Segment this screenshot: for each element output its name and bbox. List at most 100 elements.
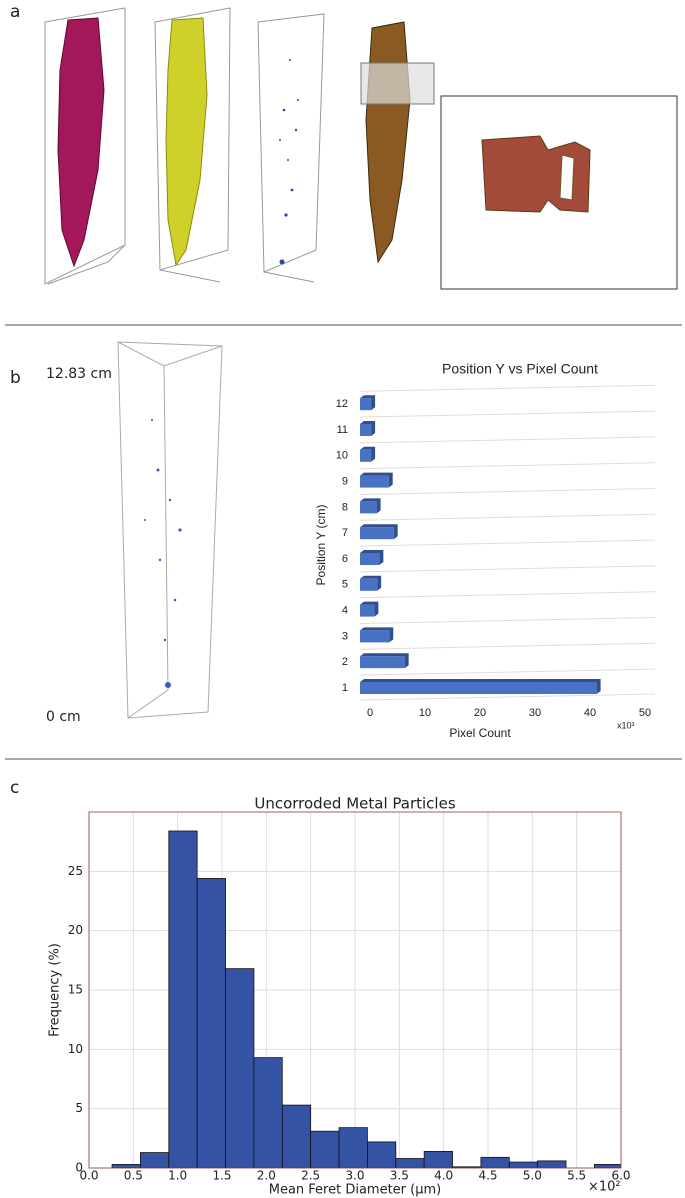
x-tick-label: 4.5 [478,1169,497,1183]
y-tick-label: 11 [337,424,348,436]
bar-depth [360,446,376,462]
panel-label: c [10,778,19,798]
x-tick-label: 10 [419,707,431,719]
bounding-box [257,13,325,283]
y-tick-label: 5 [342,579,348,591]
category-grid-line [359,668,656,676]
bar [360,398,372,411]
bar [360,604,375,617]
chart-title: Position Y vs Pixel Count [442,361,598,377]
x-axis-label: Pixel Count [449,726,511,740]
x-tick-label: 0.0 [79,1169,98,1183]
charts: Position Y vs Pixel Count Pixel Count Posi… [48,361,656,1198]
scale-label: 12.83 cm [46,366,112,382]
category-grid-line [359,384,656,392]
x-tick-label: 5.5 [567,1169,586,1183]
category-grid-line [359,617,656,624]
bar [537,1160,567,1168]
x-multiplier: ×10² [588,1180,621,1195]
category-grid-line [359,513,656,521]
bar [360,424,372,436]
bar [360,501,377,514]
bar [360,475,389,488]
x-axis-label: Mean Feret Diameter (μm) [269,1183,442,1198]
x-tick-label: 20 [474,707,486,719]
category-grid-line [359,436,656,444]
category-grid-line [359,693,656,701]
bar [594,1164,621,1168]
category-grid-line [359,539,656,547]
x-tick-label: 40 [584,707,596,719]
bar [423,1150,453,1168]
y-tick-label: 20 [68,923,83,937]
bar [360,630,390,643]
y-tick-label: 6 [342,553,348,565]
render-yellow [165,17,208,267]
y-tick-label: 25 [68,864,83,878]
render-overlay [365,21,411,264]
category-grid-line [359,410,656,418]
chart-title: Uncorroded Metal Particles [254,795,455,813]
bar [360,553,380,565]
x-tick-label: 6.0 [611,1169,630,1183]
render-magenta [57,17,105,268]
x-tick-label: 0 [367,707,373,719]
y-tick-label: 3 [342,630,348,642]
scale-label: 0 cm [46,709,81,725]
bar [360,449,372,462]
y-tick-label: 10 [68,1042,83,1056]
y-tick-label: 15 [68,983,83,997]
bounding-box [44,7,126,285]
panel-label: b [10,368,21,388]
x-tick-label: 2.0 [257,1169,276,1183]
bar [111,1164,141,1168]
y-tick-label: 9 [342,476,348,488]
y-axis-label: Position Y (cm) [314,505,328,586]
y-tick-label: 12 [336,398,348,410]
bar [480,1156,510,1168]
x-tick-label: 30 [529,707,541,719]
x-tick-label: 5.0 [523,1169,542,1183]
x-tick-label: 2.5 [301,1169,320,1183]
zoom-panel [440,95,678,290]
bar [140,1152,170,1168]
bounding-box [117,341,223,719]
bar-depth [360,421,376,436]
bar [508,1161,539,1168]
render-particles [279,59,299,265]
bounding-box [154,7,231,283]
bar [253,1057,283,1168]
y-tick-label: 5 [75,1101,83,1115]
panel-label: a [10,2,20,22]
bar [367,1141,397,1168]
y-tick-label: 8 [342,501,348,513]
bar [360,578,378,591]
category-grid-line [359,488,656,495]
bar [360,656,405,669]
render-b [117,341,223,719]
x-tick-label: 4.0 [434,1169,453,1183]
bar [395,1158,425,1168]
zoom-render [481,135,591,213]
bar [360,527,394,540]
category-grid-line [359,642,656,650]
render-row [44,7,678,290]
y-tick-label: 7 [342,527,348,539]
category-grid-line [359,462,656,470]
bar [168,830,198,1168]
y-axis-label: Frequency (%) [48,943,63,1037]
category-grid-line [359,565,656,573]
x-tick-label: 50 [639,707,651,719]
x-tick-label: 1.5 [212,1169,231,1183]
bars [111,830,621,1168]
bar-depth [360,395,376,411]
x-tick-label: 0.5 [124,1169,143,1183]
zoom-box [360,62,435,105]
render-particles [144,419,182,688]
y-tick-label: 0 [75,1161,83,1175]
bar [338,1127,368,1168]
x-tick-label: 3.5 [390,1169,409,1183]
bar [281,1104,312,1168]
category-grid-line [359,591,656,599]
